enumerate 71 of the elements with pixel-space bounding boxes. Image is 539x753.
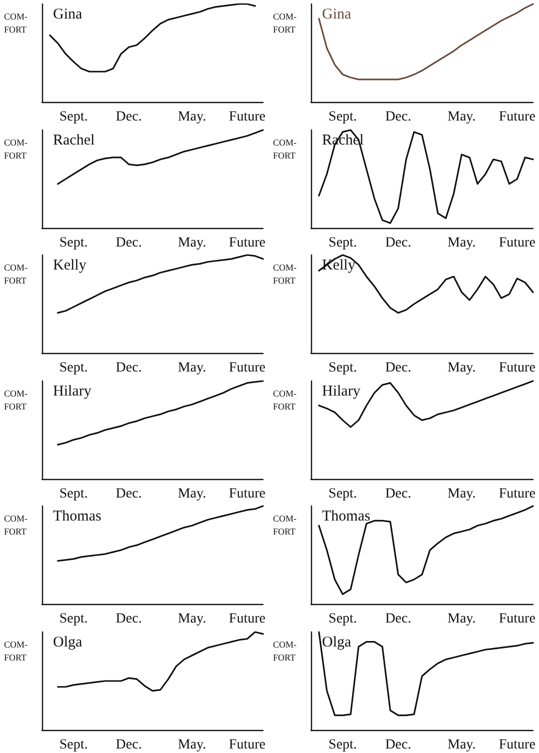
x-tick-label: May.	[178, 612, 206, 626]
chart-title: Thomas	[53, 508, 102, 524]
x-tick-label: Sept.	[328, 110, 357, 124]
x-tick-label: May.	[448, 486, 476, 501]
x-tick-label: Sept.	[59, 612, 88, 626]
y-axis-title: COM- FORT	[4, 137, 28, 160]
chart-title: Thomas	[322, 508, 370, 524]
y-axis-title: COM- FORT	[4, 514, 28, 536]
x-tick-label: Dec.	[385, 486, 412, 501]
x-tick-label: May.	[178, 110, 206, 124]
x-tick-label: Sept.	[328, 612, 357, 626]
x-tick-label: Sept.	[59, 360, 88, 376]
chart-title: Hilary	[322, 383, 361, 399]
x-tick-label: May.	[448, 360, 476, 376]
chart-title: Gina	[53, 6, 82, 22]
x-tick-label: May.	[448, 110, 476, 124]
x-tick-label: Future	[228, 737, 266, 752]
x-tick-label: Future	[228, 110, 266, 124]
x-tick-label: Dec.	[116, 235, 142, 250]
x-tick-label: Dec.	[116, 486, 142, 501]
chart-title: Hilary	[53, 383, 92, 399]
chart-title: Rachel	[53, 132, 95, 148]
x-tick-label: Sept.	[59, 486, 88, 501]
chart-title: Kelly	[322, 258, 356, 274]
x-tick-label: Future	[498, 110, 536, 124]
y-axis-title: COM- FORT	[273, 137, 297, 160]
x-tick-label: Sept.	[59, 110, 88, 124]
x-tick-label: Sept.	[328, 360, 357, 376]
x-tick-label: Dec.	[385, 737, 412, 752]
x-tick-label: May.	[448, 612, 476, 626]
x-tick-label: Sept.	[59, 737, 88, 752]
x-tick-label: Future	[498, 360, 536, 376]
y-axis-title: COM- FORT	[4, 12, 28, 34]
x-tick-label: May.	[178, 360, 206, 376]
x-tick-label: May.	[448, 235, 476, 250]
y-axis-title: COM- FORT	[273, 639, 297, 662]
y-axis-title: COM- FORT	[273, 262, 297, 286]
x-tick-label: Future	[498, 612, 536, 626]
x-tick-label: Dec.	[116, 737, 142, 752]
x-tick-label: Dec.	[385, 235, 412, 250]
x-tick-label: Sept.	[59, 235, 88, 250]
x-tick-label: Dec.	[116, 612, 142, 626]
x-tick-label: Sept.	[328, 235, 357, 250]
x-tick-label: Future	[228, 612, 266, 626]
x-tick-label: Future	[498, 737, 536, 752]
x-tick-label: May.	[178, 737, 206, 752]
x-tick-label: Future	[228, 486, 266, 501]
x-tick-label: Future	[498, 235, 536, 250]
chart-title: Gina	[322, 6, 352, 22]
chart-title: Kelly	[53, 258, 87, 274]
x-tick-label: Future	[228, 235, 266, 250]
x-tick-label: May.	[178, 486, 206, 501]
y-axis-title: COM- FORT	[273, 388, 297, 411]
x-tick-label: May.	[178, 235, 206, 250]
y-axis-title: COM- FORT	[273, 514, 297, 536]
x-tick-label: Dec.	[116, 360, 142, 376]
chart-title: Olga	[322, 634, 352, 650]
x-tick-label: Future	[228, 360, 266, 376]
y-axis-title: COM- FORT	[4, 639, 28, 662]
chart-title: Olga	[53, 634, 82, 650]
x-tick-label: Dec.	[116, 110, 142, 124]
y-axis-title: COM- FORT	[273, 12, 297, 34]
y-axis-title: COM- FORT	[4, 262, 28, 286]
x-tick-label: Sept.	[328, 486, 357, 501]
x-tick-label: Sept.	[328, 737, 357, 752]
x-tick-label: May.	[448, 737, 476, 752]
x-tick-label: Dec.	[385, 360, 412, 376]
y-axis-title: COM- FORT	[4, 388, 28, 411]
x-tick-label: Future	[498, 486, 536, 501]
x-tick-label: Dec.	[385, 612, 412, 626]
x-tick-label: Dec.	[385, 110, 412, 124]
